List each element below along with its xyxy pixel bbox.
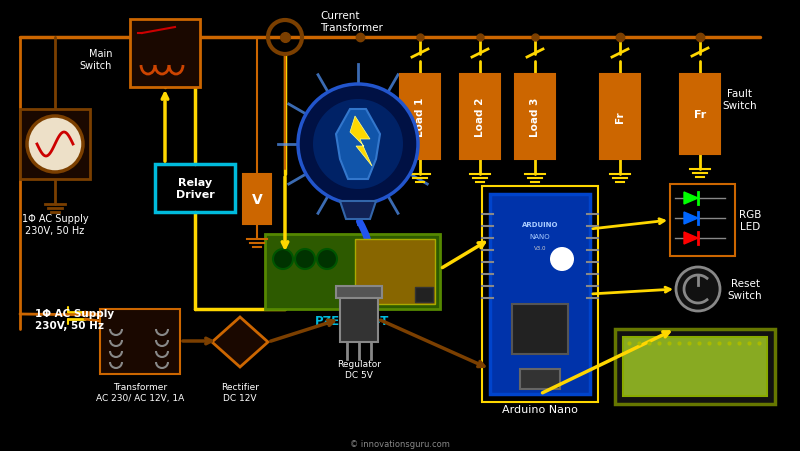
- Text: V: V: [252, 193, 262, 207]
- Text: Current
Transformer: Current Transformer: [320, 11, 383, 33]
- Text: Transformer
AC 230/ AC 12V, 1A: Transformer AC 230/ AC 12V, 1A: [96, 382, 184, 402]
- Bar: [512, 304, 568, 354]
- Text: © innovationsguru.com: © innovationsguru.com: [350, 440, 450, 448]
- Circle shape: [298, 85, 418, 205]
- Bar: [460, 75, 500, 160]
- Text: Regulator
DC 5V: Regulator DC 5V: [337, 359, 381, 379]
- Bar: [670, 184, 735, 257]
- Text: LCD: LCD: [677, 362, 714, 380]
- Text: RGB
LED: RGB LED: [739, 209, 761, 232]
- Bar: [243, 175, 271, 225]
- Bar: [490, 194, 590, 394]
- Text: Fault
Switch: Fault Switch: [722, 88, 758, 111]
- Polygon shape: [336, 110, 380, 179]
- Text: Main
Switch: Main Switch: [80, 49, 112, 71]
- Circle shape: [273, 249, 293, 269]
- Text: Load 1: Load 1: [415, 97, 425, 136]
- Polygon shape: [350, 117, 372, 166]
- Circle shape: [27, 117, 83, 173]
- Text: NANO: NANO: [530, 234, 550, 239]
- Bar: [482, 187, 598, 402]
- Text: Fr: Fr: [615, 111, 625, 123]
- Polygon shape: [340, 202, 376, 220]
- Circle shape: [313, 100, 403, 189]
- Text: Arduino Nano: Arduino Nano: [502, 404, 578, 414]
- Text: Fr: Fr: [694, 110, 706, 120]
- Circle shape: [550, 248, 574, 272]
- Bar: [415, 287, 433, 302]
- Text: 1Φ AC Supply
230V, 50 Hz: 1Φ AC Supply 230V, 50 Hz: [35, 308, 114, 331]
- Bar: [600, 75, 640, 160]
- Text: V3.0: V3.0: [534, 246, 546, 251]
- Text: PZEM-004T: PZEM-004T: [315, 315, 389, 328]
- Circle shape: [295, 249, 315, 269]
- Text: Relay
Driver: Relay Driver: [176, 177, 214, 200]
- Bar: [400, 75, 440, 160]
- Bar: [265, 235, 440, 309]
- Bar: [130, 20, 200, 88]
- Bar: [680, 75, 720, 155]
- Polygon shape: [684, 212, 698, 225]
- Polygon shape: [212, 318, 268, 367]
- Circle shape: [676, 267, 720, 311]
- Text: Rectifier
DC 12V: Rectifier DC 12V: [221, 382, 259, 402]
- Text: display: display: [670, 380, 720, 394]
- Bar: [623, 337, 767, 396]
- Text: Reset
Switch: Reset Switch: [728, 278, 762, 300]
- Polygon shape: [684, 193, 698, 205]
- Polygon shape: [684, 232, 698, 244]
- Circle shape: [317, 249, 337, 269]
- Bar: [615, 329, 775, 404]
- Text: Load 3: Load 3: [530, 97, 540, 136]
- Text: Load 2: Load 2: [475, 97, 485, 136]
- Bar: [340, 295, 378, 342]
- Bar: [336, 286, 382, 299]
- Bar: [520, 369, 560, 389]
- Text: 1Φ AC Supply
230V, 50 Hz: 1Φ AC Supply 230V, 50 Hz: [22, 213, 88, 236]
- Bar: [515, 75, 555, 160]
- Bar: [20, 110, 90, 179]
- Bar: [355, 239, 435, 304]
- Bar: [155, 165, 235, 212]
- Bar: [100, 309, 180, 374]
- Text: ARDUINO: ARDUINO: [522, 221, 558, 227]
- Text: G: G: [557, 253, 567, 266]
